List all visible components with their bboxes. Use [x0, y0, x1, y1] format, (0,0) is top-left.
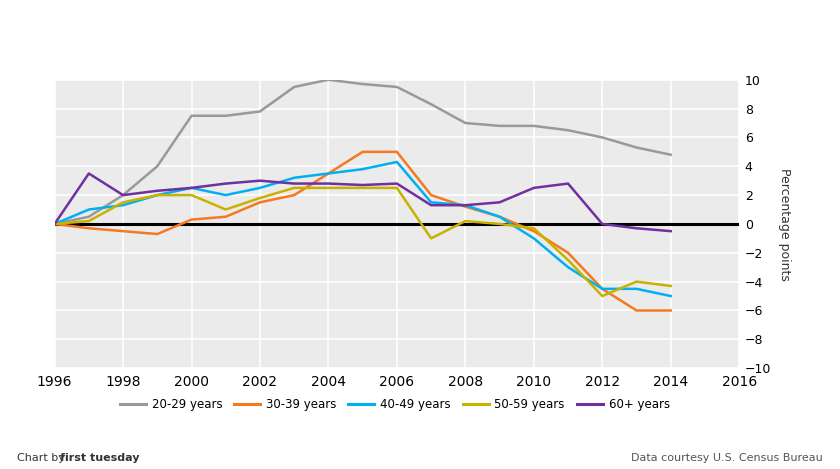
Y-axis label: Percentage points: Percentage points [778, 167, 790, 280]
Legend: 20-29 years, 30-39 years, 40-49 years, 50-59 years, 60+ years: 20-29 years, 30-39 years, 40-49 years, 5… [115, 394, 675, 416]
Text: Data courtesy U.S. Census Bureau: Data courtesy U.S. Census Bureau [632, 454, 823, 463]
Text: first tuesday: first tuesday [60, 454, 140, 463]
Text: Homeownership Rate Change from Year 1996 by Age Group: Homeownership Rate Change from Year 1996… [139, 30, 701, 49]
Text: Chart by: Chart by [17, 454, 68, 463]
